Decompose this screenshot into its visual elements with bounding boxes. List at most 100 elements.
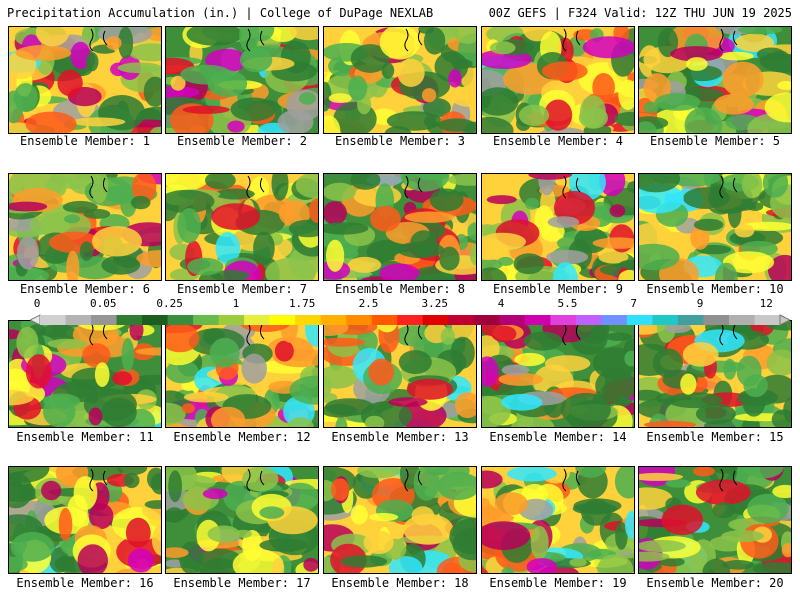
ensemble-member-label: Ensemble Member: 14	[489, 430, 627, 444]
ensemble-member-map	[481, 466, 635, 574]
ensemble-member-label: Ensemble Member: 9	[492, 282, 624, 296]
colorbar-bin	[626, 315, 653, 325]
colorbar-tick-label: 1	[232, 297, 240, 310]
ensemble-member-map	[8, 173, 162, 281]
colorbar-tick-label: 0.05	[90, 297, 117, 310]
ensemble-member-label: Ensemble Member: 13	[331, 430, 469, 444]
ensemble-member-label: Ensemble Member: 19	[489, 576, 627, 590]
precip-field	[639, 27, 791, 133]
ensemble-member-map	[638, 320, 792, 428]
precip-field	[166, 467, 318, 573]
colorbar-tick-label: 2.5	[358, 297, 379, 310]
ensemble-member-label: Ensemble Member: 15	[646, 430, 784, 444]
ensemble-member-map	[8, 466, 162, 574]
ensemble-member-label: Ensemble Member: 8	[334, 282, 466, 296]
precip-field	[324, 27, 476, 133]
ensemble-member-label: Ensemble Member: 4	[492, 134, 624, 148]
ensemble-member-map	[165, 466, 319, 574]
precip-field	[9, 174, 161, 280]
colorbar-bin	[142, 315, 169, 325]
precip-field	[9, 27, 161, 133]
ensemble-member-label: Ensemble Member: 2	[176, 134, 308, 148]
colorbar-bin	[65, 315, 92, 325]
colorbar-bin	[728, 315, 755, 325]
precip-field	[482, 321, 634, 427]
ensemble-member-map	[481, 26, 635, 134]
colorbar-bin	[346, 315, 373, 325]
precip-field	[324, 174, 476, 280]
ensemble-member-label: Ensemble Member: 7	[176, 282, 308, 296]
colorbar-bin	[575, 315, 602, 325]
colorbar-tick-label: 3.25	[421, 297, 449, 310]
colorbar-tick-label: 12	[759, 297, 773, 310]
colorbar-tick-label: 7	[630, 297, 637, 310]
precip-field	[639, 174, 791, 280]
map-title: Precipitation Accumulation (in.) | Colle…	[7, 6, 434, 20]
ensemble-member-label: Ensemble Member: 11	[16, 430, 154, 444]
ensemble-member-map	[638, 26, 792, 134]
ensemble-member-label: Ensemble Member: 18	[331, 576, 469, 590]
colorbar-bin	[499, 315, 526, 325]
colorbar-tick-label: 0.25	[156, 297, 183, 310]
ensemble-member-label: Ensemble Member: 12	[173, 430, 311, 444]
colorbar-bin	[371, 315, 398, 325]
colorbar-bin	[550, 315, 577, 325]
ensemble-member-map	[638, 173, 792, 281]
colorbar-tick-label: 4	[497, 297, 505, 310]
ensemble-member-map	[481, 320, 635, 428]
ensemble-member-map	[323, 173, 477, 281]
precip-field	[324, 467, 476, 573]
colorbar-bin	[193, 315, 220, 325]
colorbar-bin	[218, 315, 245, 325]
precip-field	[166, 27, 318, 133]
colorbar-bin	[677, 315, 704, 325]
precip-field	[482, 174, 634, 280]
ensemble-member-label: Ensemble Member: 20	[646, 576, 784, 590]
colorbar-max-arrow	[779, 314, 790, 326]
colorbar-bin	[295, 315, 322, 325]
precip-colorbar	[30, 314, 790, 326]
colorbar-tick-label: 1.75	[288, 297, 316, 310]
colorbar-bin	[91, 315, 118, 325]
colorbar-min-arrow	[30, 314, 41, 326]
ensemble-member-label: Ensemble Member: 10	[646, 282, 784, 296]
colorbar-bin	[40, 315, 67, 325]
ensemble-member-map	[481, 173, 635, 281]
ensemble-member-map	[165, 26, 319, 134]
colorbar-bin	[422, 315, 449, 325]
colorbar-bin	[244, 315, 271, 325]
ensemble-member-map	[323, 320, 477, 428]
ensemble-member-map	[8, 320, 162, 428]
ensemble-member-label: Ensemble Member: 6	[19, 282, 151, 296]
ensemble-member-label: Ensemble Member: 16	[16, 576, 154, 590]
ensemble-member-label: Ensemble Member: 3	[334, 134, 466, 148]
colorbar-bin	[167, 315, 194, 325]
colorbar-bin	[473, 315, 500, 325]
precip-field	[9, 467, 161, 573]
colorbar-bin	[652, 315, 679, 325]
ensemble-member-label: Ensemble Member: 1	[19, 134, 151, 148]
ensemble-member-map	[8, 26, 162, 134]
precip-field	[639, 467, 791, 573]
precip-field	[324, 321, 476, 427]
precip-field	[9, 321, 161, 427]
colorbar-tick-label: 5.5	[557, 297, 578, 310]
colorbar-tick-label: 0	[33, 297, 41, 310]
colorbar-bin	[754, 315, 781, 325]
ensemble-member-map	[165, 320, 319, 428]
precip-field	[639, 321, 791, 427]
colorbar-bin	[448, 315, 475, 325]
precip-field	[482, 467, 634, 573]
model-run-info: 00Z GEFS | F324 Valid: 12Z THU JUN 19 20…	[488, 6, 792, 20]
colorbar-tick-label: 9	[696, 297, 704, 310]
colorbar-bin	[524, 315, 551, 325]
colorbar-bin	[703, 315, 730, 325]
precip-field	[482, 27, 634, 133]
ensemble-member-map	[323, 26, 477, 134]
colorbar-bin	[269, 315, 296, 325]
precip-field	[166, 321, 318, 427]
ensemble-member-label: Ensemble Member: 5	[649, 134, 781, 148]
ensemble-member-map	[323, 466, 477, 574]
precip-field	[166, 174, 318, 280]
ensemble-member-map	[165, 173, 319, 281]
